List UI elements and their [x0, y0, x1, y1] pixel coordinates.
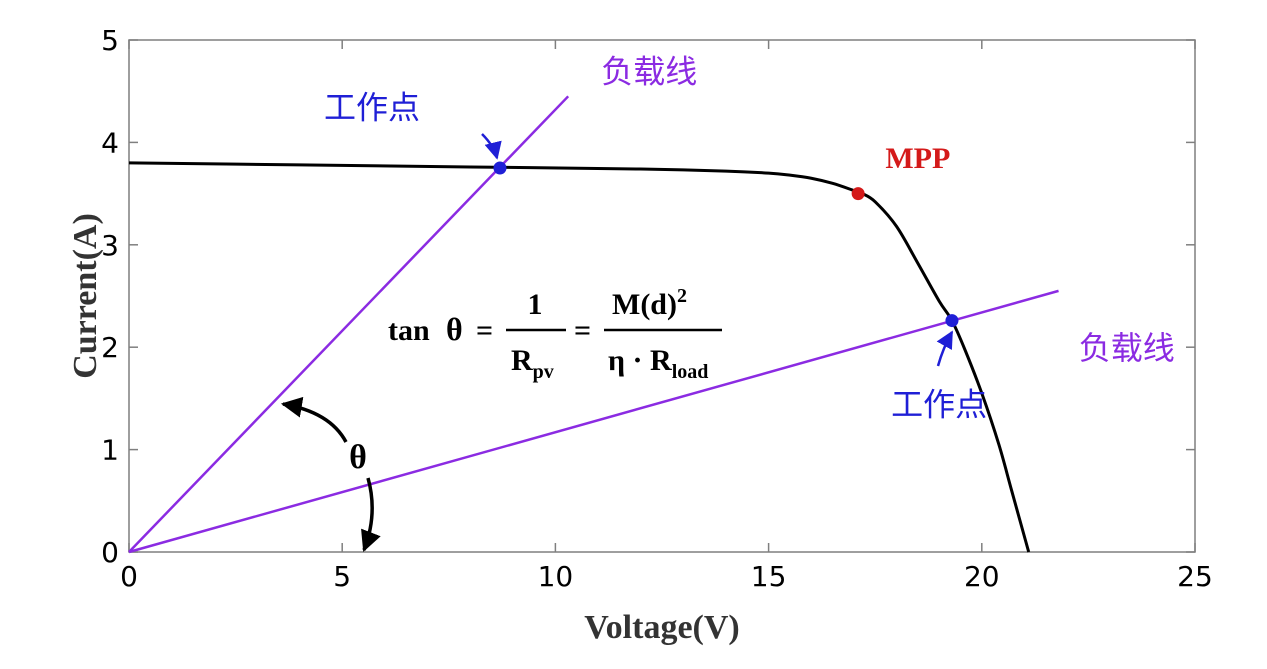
arrow-theta-lower: [361, 477, 381, 552]
x-tick-label: 10: [538, 560, 574, 593]
x-tick-label: 5: [333, 560, 351, 593]
formula-eq-1: =: [476, 314, 493, 347]
axis-tick-labels: 0 5 10 15 20 25 0 1 2 3 4 5: [101, 24, 1213, 593]
arrow-operating-point-2: [936, 330, 954, 367]
x-tick-label: 25: [1177, 560, 1213, 593]
x-axis-title: Voltage(V): [584, 609, 740, 646]
formula-num-2-base: M(d): [612, 288, 677, 321]
y-tick-label: 2: [101, 331, 119, 364]
formula-den-1-sub: pv: [533, 361, 554, 383]
x-tick-label: 20: [964, 560, 1000, 593]
y-tick-label: 5: [101, 24, 119, 57]
y-tick-label: 3: [101, 229, 119, 262]
mpp-point: [851, 187, 865, 201]
x-tick-label: 15: [751, 560, 787, 593]
load-line-label-2: 负载线: [1079, 329, 1175, 367]
formula-theta: θ: [446, 311, 463, 347]
formula-den-1-base: R: [511, 344, 533, 377]
y-tick-label: 0: [101, 536, 119, 569]
formula-num-2-sup: 2: [677, 285, 687, 307]
theta-label: θ: [349, 439, 367, 476]
y-axis-title: Current(A): [67, 213, 104, 379]
formula-den-2-base: η · R: [608, 344, 672, 377]
formula-eq-2: =: [574, 314, 591, 347]
load-line: [128, 95, 570, 553]
points-group: [493, 161, 959, 328]
arrow-operating-point-1: [481, 133, 502, 160]
operating-point-label-2: 工作点: [891, 386, 987, 424]
formula-tan: tan: [388, 314, 430, 347]
formula-den-2: η · Rload: [608, 344, 708, 383]
formula-den-2-sub: load: [672, 361, 709, 383]
formula-num-1: 1: [528, 288, 543, 321]
formula: tan θ = 1 Rpv = M(d)2 η · Rload: [388, 285, 722, 383]
operating-point-2: [945, 314, 959, 328]
formula-num-2: M(d)2: [612, 285, 687, 321]
load-line-label-1: 负载线: [601, 53, 697, 91]
formula-den-1: Rpv: [511, 344, 554, 383]
y-tick-label: 4: [101, 126, 119, 159]
y-tick-label: 1: [101, 434, 119, 467]
operating-point-label-1: 工作点: [324, 89, 420, 127]
operating-point-1: [493, 161, 507, 175]
arrow-theta-upper: [280, 396, 348, 443]
plot-area: [128, 39, 1196, 553]
load-line: [128, 289, 1059, 554]
iv-curve: [128, 161, 1031, 553]
mpp-label: MPP: [885, 142, 950, 175]
x-tick-label: 0: [120, 560, 138, 593]
